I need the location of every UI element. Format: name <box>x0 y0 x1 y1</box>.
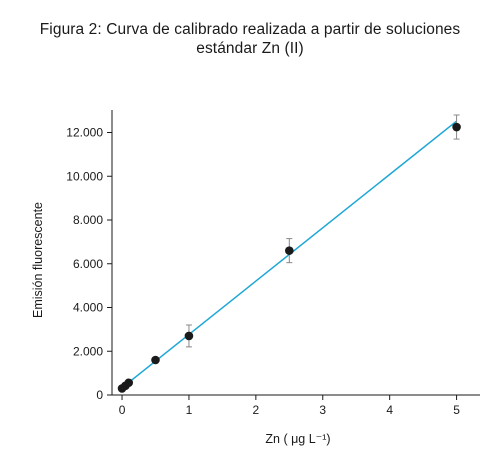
y-tick-label: 10.000 <box>66 169 103 183</box>
data-point <box>184 331 194 341</box>
data-point <box>285 246 294 255</box>
y-tick-label: 2.000 <box>73 344 103 358</box>
chart-title: Figura 2: Curva de calibrado realizada a… <box>0 20 500 58</box>
y-axis-label: Emisión fluorescente <box>31 202 45 318</box>
data-point <box>124 378 134 388</box>
ticks: 0 2.000 4.000 6.000 8.000 10.000 12.000 0 1 2 3 4 5 <box>66 126 460 418</box>
y-tick-label: 0 <box>96 388 103 402</box>
y-tick-label: 6.000 <box>73 257 103 271</box>
chart-title-line2: estándar Zn (II) <box>196 40 304 57</box>
error-bars <box>185 114 460 348</box>
y-tick-label: 4.000 <box>73 301 103 315</box>
data-points <box>117 122 461 393</box>
data-point <box>452 122 461 132</box>
data-point <box>151 355 160 365</box>
x-tick-label: 5 <box>453 403 460 417</box>
y-tick-label: 12.000 <box>66 126 103 140</box>
x-tick-label: 2 <box>253 403 260 417</box>
chart-title-line1: Figura 2: Curva de calibrado realizada a… <box>39 21 461 38</box>
axes <box>111 110 480 396</box>
x-tick-label: 4 <box>386 403 393 417</box>
x-axis-label: Zn ( μg L⁻¹) <box>265 432 330 446</box>
x-tick-label: 3 <box>319 403 326 417</box>
x-tick-label: 1 <box>186 403 193 417</box>
x-tick-label: 0 <box>119 403 126 417</box>
y-tick-label: 8.000 <box>73 213 103 227</box>
